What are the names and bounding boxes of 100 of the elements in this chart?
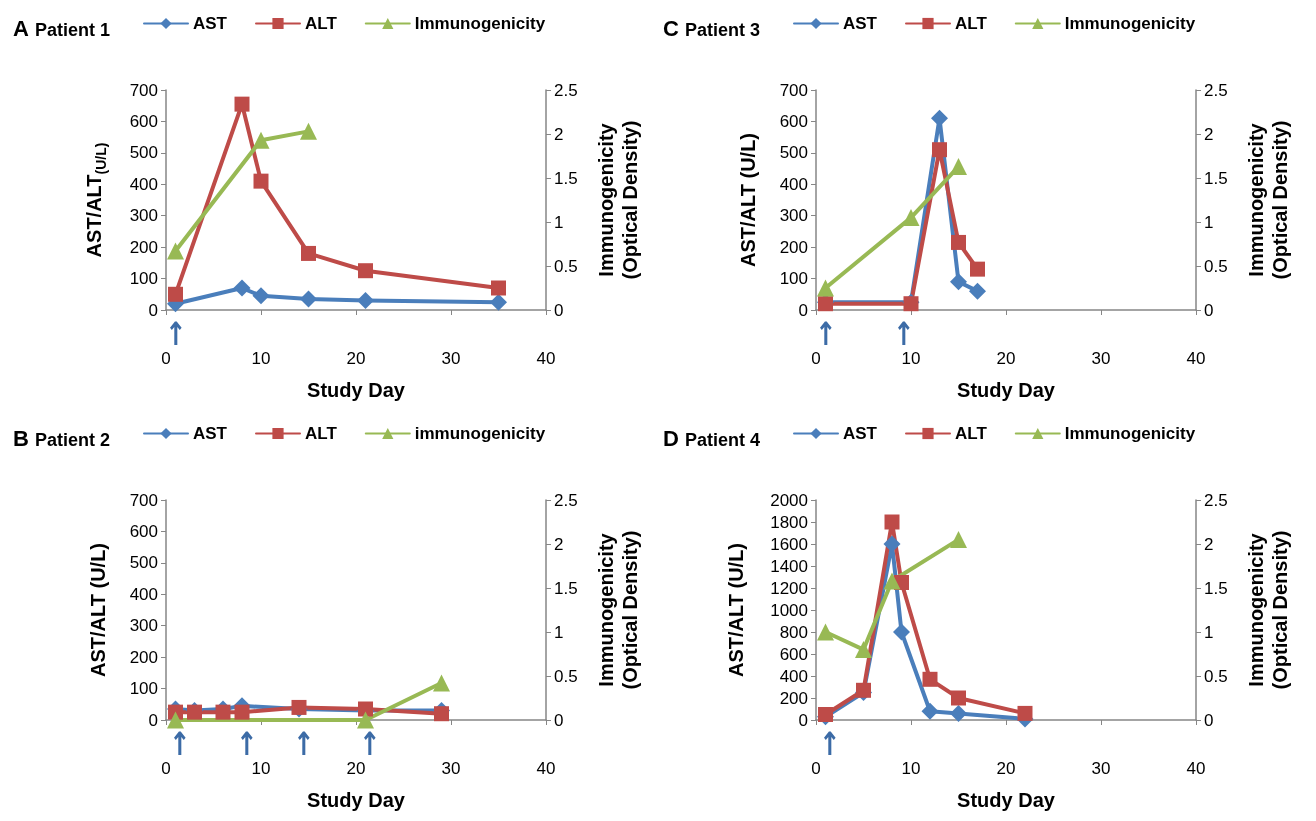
chart-title: C: [663, 15, 679, 41]
y2-tick-label: 1: [1204, 622, 1214, 642]
point: [234, 96, 250, 112]
y2-tick-label: 0.5: [554, 256, 578, 276]
legend-label: AST: [193, 424, 228, 443]
y2-axis-title: Immunogenicity (Optical Density): [595, 120, 641, 280]
point: [215, 704, 231, 720]
annotation: ↑: [169, 725, 192, 763]
point: [893, 623, 910, 641]
y-tick-label: 400: [779, 174, 808, 194]
x-tick-label: 10: [251, 349, 271, 368]
x-tick-label: 30: [1091, 349, 1111, 368]
x-tick-label: 10: [901, 759, 921, 778]
x-tick-label: 0: [811, 759, 821, 778]
y-axis-title: AST/ALT (U/L): [737, 132, 759, 268]
legend-label: AST: [843, 424, 878, 443]
point: [434, 706, 449, 722]
y-axis-title: AST/ALT (U/L): [87, 542, 109, 678]
point: [855, 641, 872, 659]
y-tick-label: 1400: [770, 556, 808, 576]
point: [969, 282, 986, 300]
point: [168, 286, 183, 302]
point: [167, 242, 184, 260]
y-tick-label: 600: [129, 111, 158, 131]
x-tick-label: 30: [441, 759, 461, 778]
y-tick-label: 400: [129, 584, 158, 604]
y2-tick-label: 2.5: [554, 490, 578, 510]
point: [818, 707, 833, 722]
point: [234, 704, 250, 720]
y-tick-label: 0: [798, 300, 808, 320]
y-tick-label: 200: [129, 237, 158, 257]
y-tick-label: 400: [129, 174, 158, 194]
y-tick-label: 100: [129, 679, 158, 699]
y-tick-label: 700: [779, 80, 808, 100]
point: [490, 293, 507, 311]
legend-label: Immunogenicity: [1064, 14, 1196, 33]
point: [233, 279, 251, 297]
y-tick-label: 600: [779, 111, 808, 131]
annotation: ↑: [292, 725, 316, 763]
point: [301, 245, 316, 261]
point: [951, 690, 966, 706]
y-tick-label: 0: [148, 300, 158, 320]
x-tick-label: 20: [996, 349, 1016, 368]
x-axis-title: Study Day: [957, 379, 1056, 401]
point: [922, 671, 938, 687]
y2-tick-label: 0: [554, 300, 564, 320]
point: [491, 280, 506, 296]
y-tick-label: 0: [148, 710, 158, 730]
chart-subtitle: Patient 2: [35, 430, 111, 450]
y2-tick-label: 2: [1204, 534, 1214, 554]
point: [1017, 705, 1033, 721]
y-tick-label: 1200: [770, 578, 808, 598]
point: [950, 158, 967, 176]
point: [950, 704, 967, 722]
point: [252, 287, 270, 305]
x-tick-label: 40: [1186, 759, 1206, 778]
y2-tick-label: 2.5: [554, 80, 578, 100]
y-tick-label: 100: [129, 269, 158, 289]
y-tick-label: 300: [129, 206, 158, 226]
y-tick-label: 600: [779, 644, 808, 664]
y-tick-label: 200: [779, 688, 808, 708]
point: [884, 514, 900, 530]
y2-tick-label: 1.5: [554, 578, 578, 598]
x-tick-label: 20: [996, 759, 1016, 778]
x-tick-label: 30: [441, 349, 461, 368]
y-tick-label: 500: [129, 553, 158, 573]
legend-label: ALT: [955, 14, 988, 33]
y2-tick-label: 2: [554, 534, 564, 554]
y-tick-label: 700: [129, 80, 158, 100]
chart-subtitle: Patient 3: [685, 20, 761, 40]
x-axis-title: Study Day: [307, 379, 406, 401]
y-tick-label: 100: [779, 269, 808, 289]
y-tick-label: 600: [129, 521, 158, 541]
y-tick-label: 400: [779, 666, 808, 686]
y2-tick-label: 1: [554, 622, 564, 642]
y2-tick-label: 0: [1204, 300, 1214, 320]
point: [950, 531, 967, 549]
y2-tick-label: 0.5: [554, 666, 578, 686]
point: [932, 142, 947, 158]
legend-label: ALT: [305, 14, 338, 33]
y2-tick-label: 2.5: [1204, 490, 1228, 510]
x-tick-label: 40: [536, 759, 556, 778]
y-tick-label: 300: [129, 616, 158, 636]
point: [883, 535, 901, 553]
point: [817, 279, 834, 297]
x-axis-title: Study Day: [957, 789, 1056, 811]
y2-tick-label: 2: [1204, 124, 1214, 144]
point: [253, 173, 269, 189]
point: [357, 292, 374, 310]
legend-label: Immunogenicity: [414, 14, 546, 33]
point: [817, 623, 834, 641]
y-tick-label: 1800: [770, 512, 808, 532]
point: [883, 572, 901, 590]
legend-label: AST: [843, 14, 878, 33]
x-tick-label: 0: [161, 759, 171, 778]
y-axis-title: AST/ALT (U/L): [725, 542, 747, 678]
legend-label: immunogenicity: [414, 424, 546, 443]
chart-title: B: [13, 425, 29, 451]
y-tick-label: 0: [798, 710, 808, 730]
annotation: ↑: [819, 725, 842, 763]
